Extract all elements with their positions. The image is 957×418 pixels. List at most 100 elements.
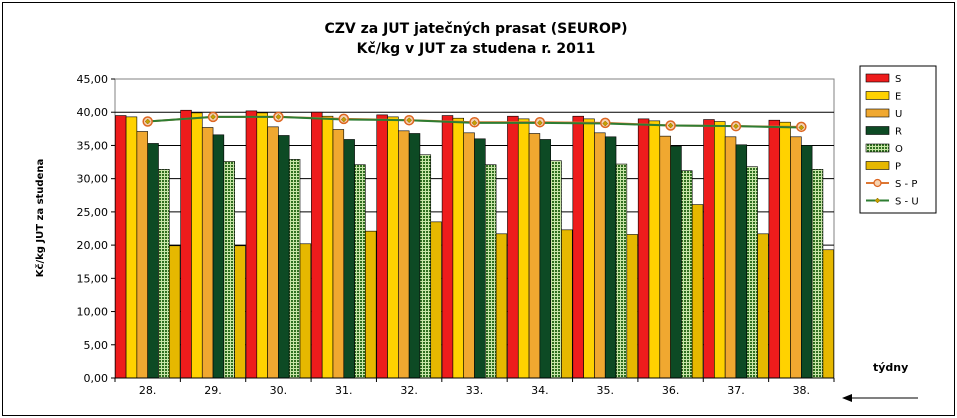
bar-u [201,127,214,379]
point-s-u [340,116,347,123]
legend-entry: O [865,143,903,155]
legend-label: S [895,74,901,85]
bar-o [223,161,235,379]
bar-e [125,116,138,379]
legend-label: R [895,127,902,138]
y-axis-label: Kč/kg JUT za studena [34,159,46,277]
bar-o [288,159,301,379]
bar-s [245,110,258,379]
bar-u [267,126,279,379]
bar-s [507,115,519,379]
legend-marker [873,178,882,188]
bar-r [278,135,290,379]
bar-o [484,164,497,379]
bar-p [168,245,181,379]
legend-box [859,65,937,214]
point-s-u [602,120,609,127]
bar-s [768,119,781,379]
bar-e [517,118,530,379]
bar-u [724,136,737,379]
bar-s [637,118,650,379]
x-tick-label: 37. [727,384,745,397]
bar-s [376,114,388,379]
legend-label: O [895,144,903,155]
bar-e [714,121,726,379]
bar-p [234,245,246,379]
x-tick-label: 33. [466,384,484,397]
bar-u [659,135,671,379]
point-s-u [210,114,216,120]
bar-u [332,129,345,379]
x-tick-label: 32. [400,384,418,397]
bar-e [648,120,661,379]
bar-e [256,112,268,379]
bar-s [180,109,192,379]
y-tick-label: 45,00 [77,73,109,86]
point-s-u [798,124,805,131]
bar-p [691,204,704,379]
legend-label: E [895,92,901,103]
bar-u [463,132,475,379]
bar-o [811,169,824,379]
x-axis-label: týdny [873,361,908,374]
bar-o [158,169,170,379]
y-tick-label: 0,00 [84,372,109,385]
y-tick-labels: 0,00 5,00 10,00 15,00 20,00 25,00 30,00 35,00 40… [77,73,109,385]
bar-p [495,233,508,379]
bar-p [365,230,377,379]
bar-r [408,133,421,379]
legend-swatch [865,161,890,170]
series-lines [142,111,807,133]
bar-o [419,154,432,379]
y-tick-label: 25,00 [77,206,109,219]
bar-s [572,115,584,379]
bar-s [441,115,454,379]
x-tick-label: 31. [335,384,353,397]
bar-p [822,249,835,379]
legend: SEUROP S - P S - U [865,73,919,208]
x-tick-labels: 28. 29. 30. 31. 32. 33. 34. 35. 36. 37. 38. [114,377,835,397]
bar-o [550,160,562,379]
bar-s [703,119,715,379]
bar-o [746,166,758,379]
x-tick-label: 36. [662,384,680,397]
legend-marker [874,197,881,204]
direction-arrow [842,394,918,402]
bar-r [212,134,225,379]
legend-entry: P [865,161,901,173]
bar-u [398,130,410,379]
x-tick-label: 38. [793,384,811,397]
legend-label: S - U [895,197,919,208]
y-tick-label: 15,00 [77,272,109,285]
legend-swatch [865,143,890,153]
point-s-u [144,118,151,125]
bar-e [779,121,791,379]
y-tick-label: 5,00 [84,339,109,352]
bar-p [430,221,442,379]
bar-r [539,139,551,379]
legend-entry: S - P [866,178,917,190]
bar-e [191,112,203,379]
legend-entry: S [865,73,901,85]
bar-r [343,139,355,379]
point-s-u [275,114,282,120]
y-tick-label: 30,00 [77,173,109,186]
bar-r [735,144,748,379]
x-tick-label: 28. [139,384,157,397]
bar-o [615,163,628,379]
legend-entry: R [865,126,902,138]
bar-p [626,234,638,379]
bar-u [790,136,802,379]
legend-entry: E [865,91,901,103]
bar-r [670,145,682,379]
bar-p [757,233,769,379]
legend-swatch [865,91,890,100]
y-tick-label: 10,00 [77,306,109,319]
bar-s [114,115,127,379]
legend-swatch [865,108,890,118]
bar-r [604,136,617,379]
bar-u [528,133,541,379]
bar-e [452,117,464,379]
bar-r [474,138,486,379]
